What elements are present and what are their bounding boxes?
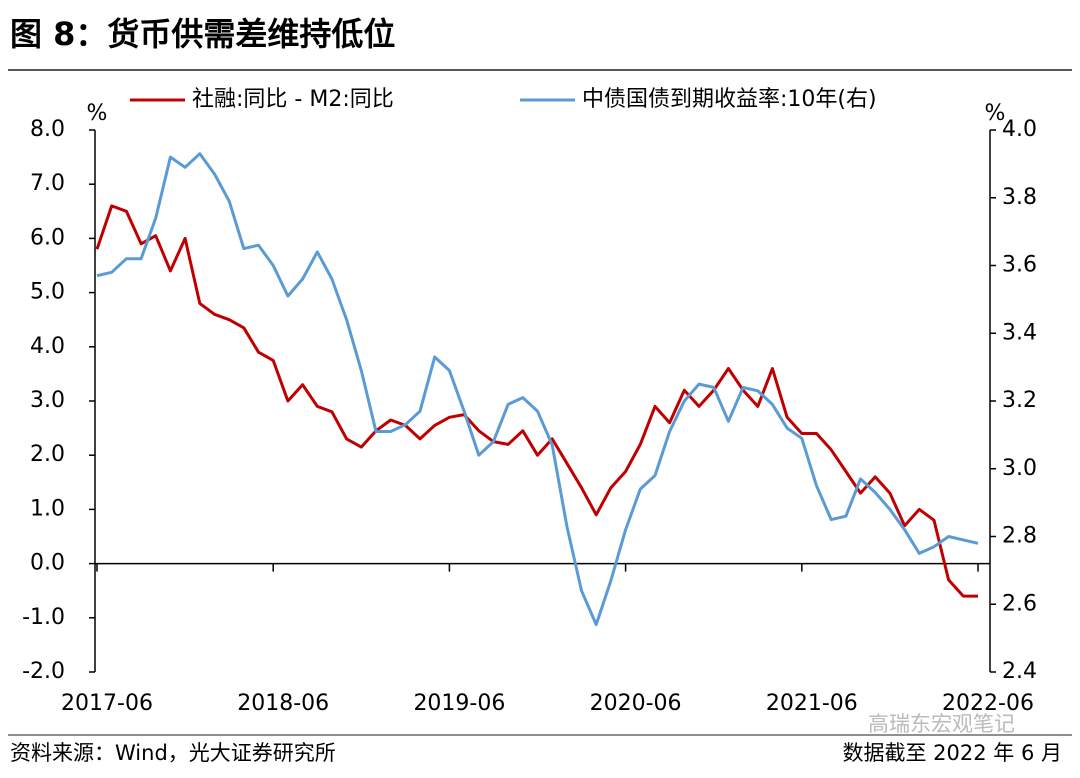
y-tick-label: 4.0	[30, 334, 65, 359]
y-tick-label: -2.0	[22, 659, 65, 684]
chart-title: 图 8：货币供需差维持低位	[10, 15, 395, 53]
y-tick-label: 1.0	[30, 496, 65, 521]
y2-tick-label: 3.2	[1002, 388, 1037, 413]
y-tick-label: -1.0	[22, 605, 65, 630]
y2-tick-label: 3.4	[1002, 320, 1037, 345]
y-tick-label: 8.0	[30, 117, 65, 142]
x-tick-label: 2017-06	[61, 691, 153, 716]
x-tick-label: 2019-06	[413, 691, 505, 716]
x-tick-label: 2020-06	[590, 691, 682, 716]
y-tick-label: 2.0	[30, 442, 65, 467]
series-line	[96, 152, 979, 627]
y-tick-label: 6.0	[30, 225, 65, 250]
y2-tick-label: 3.0	[1002, 456, 1037, 481]
y2-unit: %	[985, 101, 1006, 126]
y2-tick-label: 3.6	[1002, 253, 1037, 278]
y2-tick-label: 2.8	[1002, 524, 1037, 549]
note: 数据截至 2022 年 6 月	[842, 741, 1062, 765]
x-tick-label: 2021-06	[766, 691, 858, 716]
y-unit: %	[87, 101, 108, 126]
y-tick-label: 5.0	[30, 280, 65, 305]
series-line	[95, 204, 978, 598]
y2-tick-label: 4.0	[1002, 117, 1037, 142]
y2-tick-label: 2.6	[1002, 591, 1037, 616]
y-tick-label: 7.0	[30, 171, 65, 196]
y-tick-label: 0.0	[30, 551, 65, 576]
y-tick-label: 3.0	[30, 388, 65, 413]
x-tick-label: 2018-06	[237, 691, 329, 716]
legend-label: 社融:同比 - M2:同比	[192, 87, 394, 112]
source: 资料来源：Wind，光大证券研究所	[10, 741, 336, 765]
y2-tick-label: 3.8	[1002, 185, 1037, 210]
x-tick-label: 2022-06	[942, 691, 1034, 716]
y2-tick-label: 2.4	[1002, 659, 1037, 684]
watermark: 高瑞东宏观笔记	[868, 712, 1015, 736]
legend-label: 中债国债到期收益率:10年(右)	[582, 87, 877, 112]
